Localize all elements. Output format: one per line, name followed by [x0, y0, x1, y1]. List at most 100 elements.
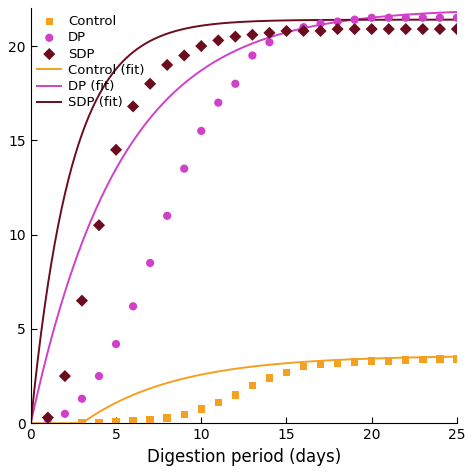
- SDP (fit): [454, 17, 460, 22]
- SDP: [44, 414, 52, 421]
- SDP: [419, 25, 427, 33]
- DP: [436, 14, 444, 21]
- Control: [334, 359, 341, 367]
- DP: [402, 14, 410, 21]
- SDP: [436, 25, 444, 33]
- DP (fit): [28, 420, 34, 426]
- DP: [453, 14, 461, 21]
- Control: [453, 356, 461, 363]
- DP (fit): [233, 48, 238, 54]
- Control: [95, 419, 103, 426]
- Control: [215, 399, 222, 406]
- Control: [317, 361, 324, 369]
- SDP (fit): [258, 18, 264, 24]
- Control: [112, 418, 120, 426]
- Control: [436, 356, 444, 363]
- SDP: [95, 221, 103, 229]
- Control (fit): [230, 366, 236, 372]
- SDP: [334, 25, 341, 33]
- Control: [419, 356, 427, 363]
- SDP: [78, 297, 86, 304]
- DP: [317, 19, 324, 27]
- Control: [129, 417, 137, 425]
- SDP: [146, 80, 154, 88]
- Control: [181, 411, 188, 419]
- DP (fit): [282, 30, 287, 36]
- Control: [265, 374, 273, 382]
- DP: [198, 127, 205, 135]
- DP: [385, 14, 392, 21]
- SDP: [164, 61, 171, 69]
- SDP: [283, 27, 290, 35]
- Control: [402, 356, 410, 364]
- SDP: [368, 25, 375, 33]
- Line: DP (fit): DP (fit): [31, 12, 457, 423]
- Control (fit): [377, 356, 383, 361]
- DP (fit): [454, 9, 460, 15]
- DP: [248, 52, 256, 59]
- Control: [351, 358, 358, 366]
- SDP: [402, 25, 410, 33]
- SDP: [198, 42, 205, 50]
- DP: [95, 372, 103, 380]
- DP: [146, 259, 154, 267]
- DP (fit): [230, 49, 236, 55]
- SDP: [61, 372, 69, 380]
- Control: [300, 363, 307, 371]
- DP (fit): [444, 9, 449, 15]
- SDP (fit): [28, 420, 34, 426]
- DP: [44, 416, 52, 423]
- DP: [112, 340, 120, 348]
- Control (fit): [233, 366, 238, 372]
- DP: [181, 165, 188, 173]
- SDP: [300, 27, 307, 35]
- SDP: [453, 25, 461, 33]
- SDP: [385, 25, 392, 33]
- SDP: [351, 25, 358, 33]
- Control: [146, 416, 154, 424]
- Control: [248, 382, 256, 389]
- Legend: Control, DP, SDP, Control (fit), DP (fit), SDP (fit): Control, DP, SDP, Control (fit), DP (fit…: [35, 12, 147, 112]
- DP: [300, 23, 307, 31]
- DP: [351, 16, 358, 23]
- Control (fit): [444, 354, 449, 360]
- DP (fit): [377, 14, 383, 19]
- SDP: [317, 27, 324, 35]
- SDP: [129, 102, 137, 110]
- DP: [368, 14, 375, 21]
- DP: [419, 14, 427, 21]
- Control (fit): [258, 363, 264, 368]
- SDP (fit): [233, 19, 238, 25]
- SDP (fit): [282, 18, 287, 23]
- DP (fit): [258, 37, 264, 43]
- SDP (fit): [444, 17, 449, 22]
- SDP: [181, 52, 188, 59]
- DP: [232, 80, 239, 88]
- Control: [164, 414, 171, 422]
- Control: [368, 357, 375, 365]
- DP: [334, 18, 341, 25]
- Control: [385, 357, 392, 365]
- Control: [198, 405, 205, 413]
- SDP: [232, 33, 239, 40]
- Control: [283, 369, 290, 376]
- SDP: [112, 146, 120, 154]
- DP: [283, 27, 290, 35]
- Line: Control (fit): Control (fit): [31, 356, 457, 423]
- DP: [164, 212, 171, 219]
- SDP: [215, 36, 222, 44]
- Line: SDP (fit): SDP (fit): [31, 19, 457, 423]
- SDP (fit): [230, 19, 236, 25]
- DP: [129, 302, 137, 310]
- SDP: [265, 29, 273, 36]
- DP: [78, 395, 86, 402]
- Control: [232, 391, 239, 399]
- DP: [61, 410, 69, 418]
- DP: [265, 38, 273, 46]
- Control (fit): [282, 361, 287, 366]
- Control: [78, 419, 86, 426]
- Control (fit): [454, 354, 460, 359]
- DP: [215, 99, 222, 107]
- SDP: [248, 31, 256, 38]
- X-axis label: Digestion period (days): Digestion period (days): [147, 447, 341, 465]
